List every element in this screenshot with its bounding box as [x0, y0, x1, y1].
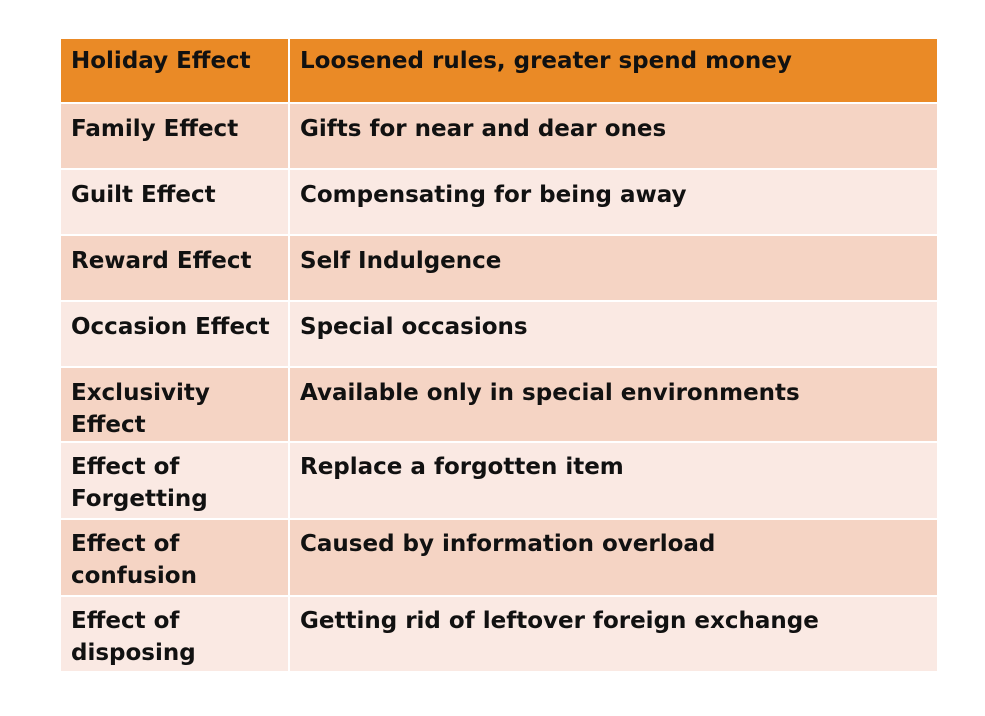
description-cell: Available only in special environments [288, 367, 937, 443]
effect-cell: Family Effect [61, 103, 289, 170]
effect-cell: Guilt Effect [61, 169, 289, 236]
effect-cell: Reward Effect [61, 235, 289, 302]
header-effect-cell: Holiday Effect [61, 39, 289, 104]
table-header-row: Holiday Effect Loosened rules, greater s… [61, 39, 937, 104]
table-row: Effect of Forgetting Replace a forgotten… [61, 442, 937, 520]
effects-table: Holiday Effect Loosened rules, greater s… [61, 39, 937, 671]
description-cell: Compensating for being away [288, 169, 937, 236]
description-cell: Self Indulgence [288, 235, 937, 302]
table-row: Guilt Effect Compensating for being away [61, 169, 937, 236]
description-cell: Special occasions [288, 301, 937, 368]
effect-cell: Effect of confusion [61, 519, 289, 597]
table-row: Effect of disposing Getting rid of lefto… [61, 596, 937, 671]
description-cell: Replace a forgotten item [288, 442, 937, 520]
effect-cell: Effect of Forgetting [61, 442, 289, 520]
table-row: Effect of confusion Caused by informatio… [61, 519, 937, 597]
effect-cell: Exclusivity Effect [61, 367, 289, 443]
header-description-cell: Loosened rules, greater spend money [288, 39, 937, 104]
description-cell: Gifts for near and dear ones [288, 103, 937, 170]
table-row: Reward Effect Self Indulgence [61, 235, 937, 302]
table-row: Family Effect Gifts for near and dear on… [61, 103, 937, 170]
description-cell: Getting rid of leftover foreign exchange [288, 596, 937, 671]
table-row: Exclusivity Effect Available only in spe… [61, 367, 937, 443]
description-cell: Caused by information overload [288, 519, 937, 597]
table-row: Occasion Effect Special occasions [61, 301, 937, 368]
effect-cell: Occasion Effect [61, 301, 289, 368]
effect-cell: Effect of disposing [61, 596, 289, 671]
